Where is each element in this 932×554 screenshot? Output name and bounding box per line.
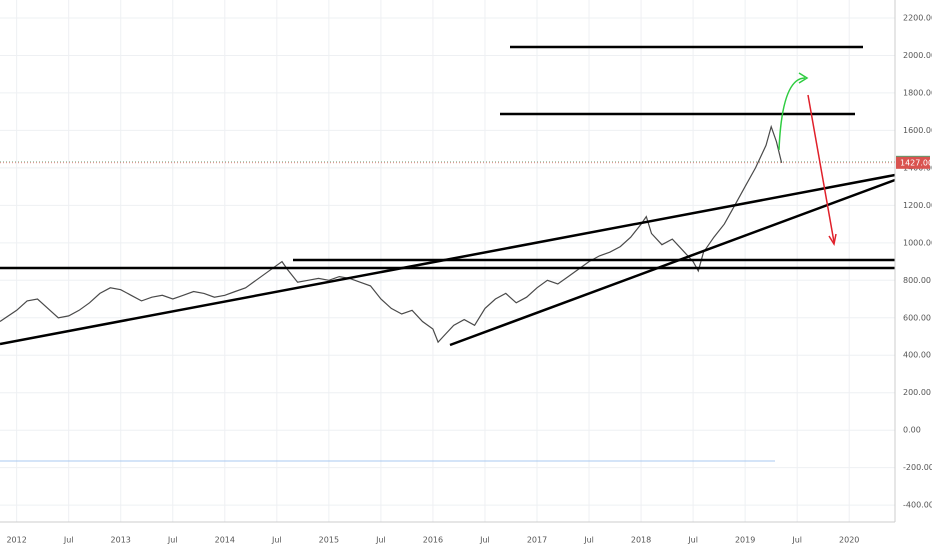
x-tick-label: Jul [375, 536, 386, 545]
y-tick-label: 400.00 [903, 351, 931, 360]
trend-line [0, 173, 896, 346]
x-tick-label: 2013 [111, 536, 131, 545]
x-tick-label: Jul [63, 536, 74, 545]
x-tick-label: Jul [791, 536, 802, 545]
y-tick-label: 0.00 [903, 426, 921, 435]
y-tick-label: 1600.00 [903, 126, 932, 135]
y-tick-label: 1800.00 [903, 88, 932, 97]
y-tick-label: 1200.00 [903, 201, 932, 210]
price-line [0, 124, 783, 344]
price-tag-label: 1427.00 [900, 158, 932, 167]
x-tick-label: 2014 [215, 536, 235, 545]
y-tick-label: 200.00 [903, 388, 931, 397]
y-tick-label: -200.00 [903, 463, 932, 472]
x-tick-label: Jul [167, 536, 178, 545]
y-tick-label: 600.00 [903, 313, 931, 322]
y-tick-label: 1000.00 [903, 238, 932, 247]
up-arrow [778, 77, 806, 151]
axes: -400.00 -200.00 0.00 200.00 400.00 600.00 800.… [6, 13, 932, 544]
plot [0, 124, 895, 344]
x-tick-label: 2017 [527, 536, 547, 545]
drawings [0, 45, 896, 462]
x-tick-label: Jul [687, 536, 698, 545]
x-tick-label: 2019 [735, 536, 755, 545]
x-tick-label: Jul [479, 536, 490, 545]
x-tick-label: 2018 [631, 536, 651, 545]
x-tick-label: 2016 [423, 536, 443, 545]
x-tick-label: 2020 [839, 536, 859, 545]
down-arrow [807, 94, 835, 243]
y-tick-label: 2200.00 [903, 13, 932, 22]
y-tick-label: 800.00 [903, 276, 931, 285]
trend-line [449, 178, 896, 347]
x-tick-label: Jul [583, 536, 594, 545]
y-tick-label: 2000.00 [903, 51, 932, 60]
x-tick-label: 2015 [319, 536, 339, 545]
up-arrow-head [798, 72, 809, 84]
x-tick-label: Jul [271, 536, 282, 545]
price-tag [896, 156, 930, 169]
down-arrow-head [828, 233, 837, 246]
x-tick-label: 2012 [6, 536, 26, 545]
y-tick-label: -400.00 [903, 501, 932, 510]
